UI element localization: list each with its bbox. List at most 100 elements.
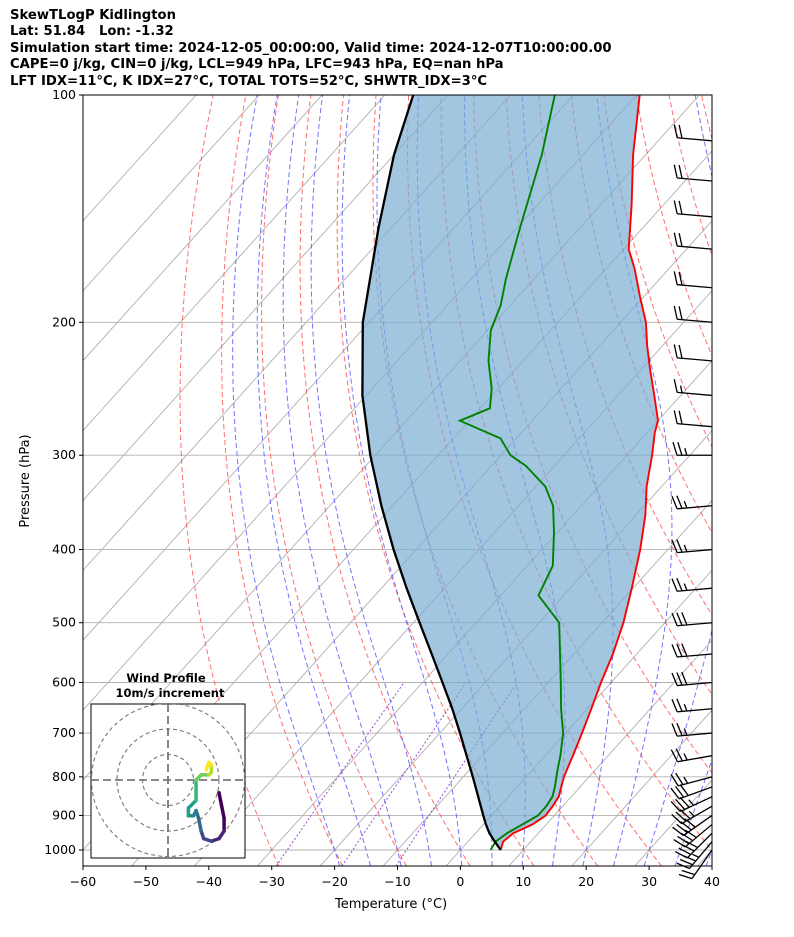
barb-staff xyxy=(677,681,713,687)
moist-adiabat xyxy=(282,95,402,866)
hodograph-subtitle: 10m/s increment xyxy=(116,686,225,700)
wind-barb xyxy=(671,612,713,627)
y-tick-label: 600 xyxy=(52,675,76,690)
barb-flag xyxy=(674,850,688,859)
y-tick-label: 400 xyxy=(52,542,76,557)
barb-staff xyxy=(677,318,713,323)
x-tick-label: 30 xyxy=(641,874,657,889)
barb-staff xyxy=(677,708,713,713)
wind-barb xyxy=(673,305,713,323)
barb-flag xyxy=(673,164,678,179)
barb-staff xyxy=(677,653,713,658)
barb-staff xyxy=(677,245,713,250)
parcel-line xyxy=(361,95,502,851)
wind-barb xyxy=(671,539,713,554)
barb-half-flag xyxy=(688,810,695,817)
location-coordinates: Lat: 51.84 Lon: -1.32 xyxy=(10,24,174,40)
y-tick-label: 200 xyxy=(52,314,76,329)
mixing-ratio-line xyxy=(341,682,467,866)
barb-flag xyxy=(681,869,695,876)
isotherm xyxy=(83,95,386,432)
cape-area xyxy=(362,95,658,850)
wind-barb xyxy=(673,232,713,250)
x-tick-label: 40 xyxy=(704,874,720,889)
dry-adiabat xyxy=(734,95,794,866)
hodograph-segment xyxy=(204,760,211,772)
dry-adiabat xyxy=(767,95,794,866)
hodograph-segment xyxy=(186,798,198,810)
x-axis: −60 −50 −40 −30 −20 −10 0 10 20 30 40 xyxy=(70,866,720,889)
barb-staff xyxy=(677,755,713,763)
barb-half-flag xyxy=(679,385,683,393)
barb-staff xyxy=(680,796,713,813)
barb-flag xyxy=(675,748,683,762)
barb-staff xyxy=(677,732,713,737)
barb-flag xyxy=(676,612,683,626)
dry-adiabat xyxy=(636,95,712,357)
barb-flag xyxy=(673,378,678,393)
dry-adiabat xyxy=(701,95,712,141)
hodograph-segment xyxy=(196,816,203,833)
dry-adiabat xyxy=(221,95,344,866)
wind-barb xyxy=(671,698,713,713)
wind-barb xyxy=(673,410,713,428)
profile-lines xyxy=(361,95,659,851)
barb-flag xyxy=(671,698,678,713)
barb-staff xyxy=(677,622,713,627)
stability-indices: LFT IDX=11°C, K IDX=27°C, TOTAL TOTS=52°… xyxy=(10,73,488,89)
y-tick-label: 500 xyxy=(52,615,76,630)
barb-half-flag xyxy=(688,799,695,806)
barb-half-flag xyxy=(683,500,688,509)
wind-barb xyxy=(670,772,713,787)
simulation-times: Simulation start time: 2024-12-05_00:00:… xyxy=(10,40,612,56)
wind-barb xyxy=(673,378,713,397)
barb-flag xyxy=(673,305,678,320)
barb-flag xyxy=(678,344,683,359)
y-tick-label: 100 xyxy=(52,87,76,102)
barb-half-flag xyxy=(683,583,688,591)
wind-barb xyxy=(670,796,713,813)
barb-flag xyxy=(680,832,694,842)
y-tick-label: 800 xyxy=(52,769,76,784)
barb-flag xyxy=(673,232,678,247)
barb-staff xyxy=(691,849,713,880)
barb-staff xyxy=(689,841,713,869)
moist-adiabat xyxy=(310,95,432,866)
dewpoint-line xyxy=(457,95,565,851)
barb-staff xyxy=(678,786,713,800)
wind-barb xyxy=(673,164,713,182)
moist-adiabat xyxy=(256,95,371,866)
mixing-ratio-line xyxy=(275,682,405,866)
barb-staff xyxy=(677,137,713,142)
barb-flag xyxy=(675,772,684,785)
x-tick-label: −30 xyxy=(259,874,285,889)
moist-adiabat xyxy=(705,848,712,866)
x-axis-label: Temperature (°C) xyxy=(334,897,447,912)
dry-adiabat xyxy=(668,95,712,257)
wind-barb xyxy=(671,495,713,510)
barb-flag xyxy=(679,796,690,808)
y-axis-label: Pressure (hPa) xyxy=(18,434,33,527)
barb-staff xyxy=(677,213,713,218)
barb-staff xyxy=(677,357,713,362)
isotherm xyxy=(83,95,323,362)
wind-barb xyxy=(671,643,713,658)
barb-flag xyxy=(678,306,683,320)
wind-barb xyxy=(670,784,713,800)
barb-staff xyxy=(682,814,713,837)
barb-staff xyxy=(677,391,713,397)
barb-staff xyxy=(677,177,713,182)
barb-half-flag xyxy=(683,776,689,784)
barb-half-flag xyxy=(683,544,688,552)
barb-flag xyxy=(678,873,693,880)
barb-staff xyxy=(677,548,713,554)
barb-flag xyxy=(676,539,683,553)
barb-staff xyxy=(681,805,713,825)
barb-flag xyxy=(678,200,683,215)
barb-staff xyxy=(677,587,713,592)
hodograph-segment xyxy=(217,791,224,808)
barb-flag xyxy=(684,829,697,839)
barb-flag xyxy=(679,784,689,796)
barb-flag xyxy=(676,643,683,657)
barb-staff xyxy=(677,422,713,428)
